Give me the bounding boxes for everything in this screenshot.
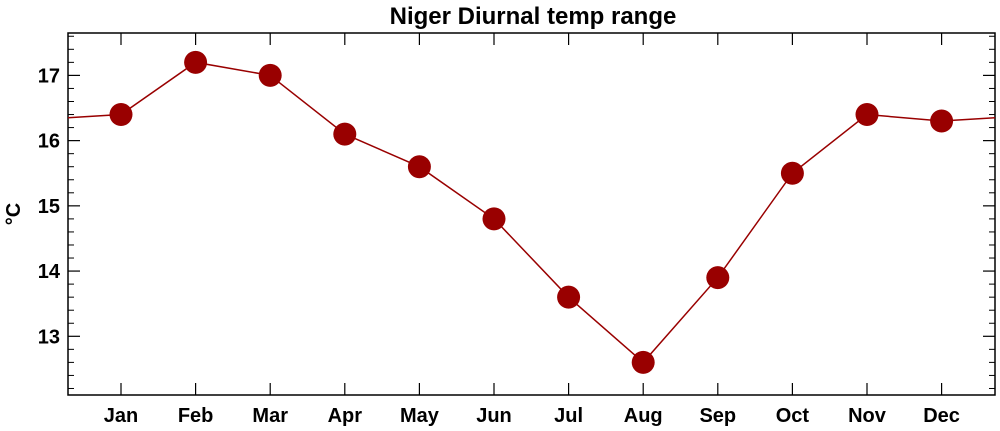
x-tick-label: Apr — [328, 405, 363, 427]
x-tick-label: Dec — [923, 405, 960, 427]
y-tick-label: 17 — [38, 65, 60, 87]
series-markers — [109, 50, 954, 374]
data-point — [407, 155, 431, 179]
y-tick-label: 16 — [38, 131, 60, 153]
x-tick-label: Jan — [104, 405, 138, 427]
data-point — [855, 103, 879, 127]
y-tick-label: 13 — [38, 326, 60, 348]
data-point — [109, 103, 133, 127]
x-tick-label: Aug — [624, 405, 663, 427]
data-point — [557, 285, 581, 309]
series-line — [67, 61, 996, 364]
data-point — [184, 50, 208, 74]
y-axis-label: °C — [3, 203, 25, 225]
x-tick-label: Oct — [776, 405, 810, 427]
data-point — [706, 266, 730, 290]
data-point — [631, 350, 655, 374]
data-point — [780, 161, 804, 185]
x-tick-label: Nov — [848, 405, 887, 427]
axis-ticks — [68, 33, 995, 395]
chart-title: Niger Diurnal temp range — [390, 3, 677, 30]
data-point — [333, 122, 357, 146]
x-tick-labels: Jan Feb Mar Apr May Jun Jul Aug Sep Oct Nov Dec — [104, 405, 960, 427]
y-tick-labels: 13 14 15 16 17 — [38, 65, 61, 348]
y-tick-label: 14 — [38, 261, 61, 283]
x-tick-label: Jul — [554, 405, 583, 427]
data-point — [930, 109, 954, 133]
x-tick-label: May — [400, 405, 440, 427]
x-tick-label: Sep — [699, 405, 736, 427]
x-tick-label: Mar — [252, 405, 288, 427]
plot-frame — [67, 32, 996, 396]
data-point — [258, 63, 282, 87]
data-point — [482, 207, 506, 231]
x-tick-label: Jun — [476, 405, 512, 427]
x-tick-label: Feb — [178, 405, 214, 427]
y-tick-label: 15 — [38, 196, 60, 218]
